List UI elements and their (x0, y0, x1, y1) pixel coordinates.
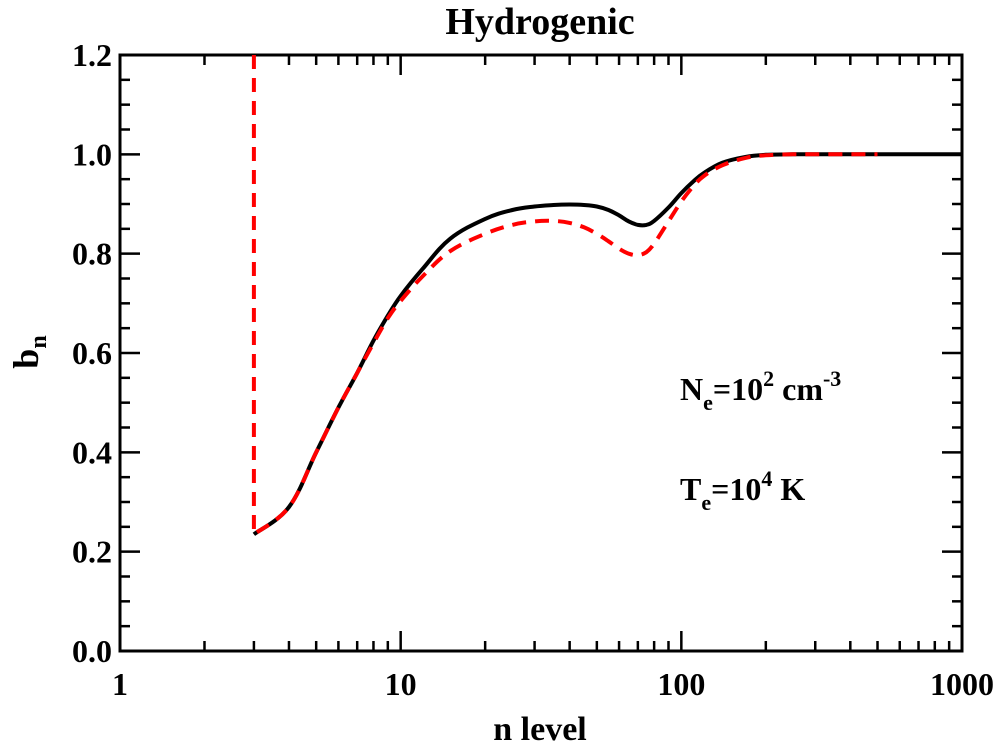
annotation-electron-density: Ne=102 cm-3 (680, 366, 841, 415)
x-axis-label: n level (493, 711, 586, 745)
y-tick-label: 0.2 (72, 534, 112, 570)
x-tick-label: 10 (385, 666, 417, 702)
x-tick-label: 1 (112, 666, 128, 702)
y-tick-label: 0.6 (72, 335, 112, 371)
y-tick-labels: 0.0 0.2 0.4 0.6 0.8 1.0 1.2 (72, 37, 112, 669)
x-tick-labels: 1 10 100 1000 (112, 666, 994, 702)
y-tick-label: 1.0 (72, 136, 112, 172)
x-tick-label: 1000 (930, 666, 994, 702)
y-tick-label: 0.8 (72, 236, 112, 272)
series-line-solid (252, 152, 962, 536)
te-base: T (680, 471, 701, 507)
series-lines (251, 55, 962, 537)
y-tick-label: 0.0 (72, 633, 112, 669)
te-unit: K (772, 471, 805, 507)
y-tick-label: 0.4 (72, 434, 112, 470)
minor-ticks (120, 55, 962, 651)
series-line-dashed (251, 55, 878, 537)
annotation-electron-temperature: Te=104 K (680, 466, 805, 515)
te-equals: =10 (711, 471, 761, 507)
y-axis-label-subscript: n (26, 335, 52, 348)
plot-frame (118, 53, 964, 653)
plot-border (118, 53, 964, 653)
y-axis-label-base: b (6, 349, 46, 369)
x-tick-label: 100 (657, 666, 705, 702)
te-exponent: 4 (761, 466, 772, 491)
chart-title: Hydrogenic (445, 1, 634, 43)
ne-exponent: 2 (763, 366, 774, 391)
te-subscript: e (701, 490, 711, 515)
ne-equals: =10 (713, 371, 763, 407)
y-tick-label: 1.2 (72, 37, 112, 73)
ne-subscript: e (703, 390, 713, 415)
ne-unit: cm (774, 371, 823, 407)
ne-base: N (680, 371, 703, 407)
ne-unit-exponent: -3 (823, 366, 841, 391)
y-axis-label: bn (6, 335, 52, 368)
major-ticks (118, 53, 964, 653)
